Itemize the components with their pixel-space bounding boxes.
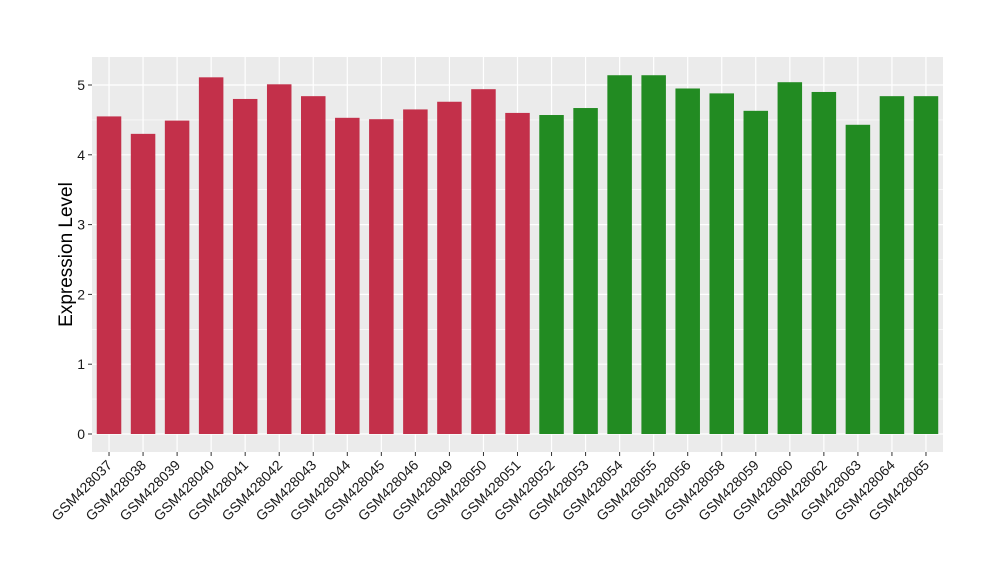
y-tick-label: 0	[77, 426, 85, 442]
bar-GSM428053	[573, 108, 598, 434]
bar-GSM428058	[709, 93, 734, 434]
bar-GSM428056	[675, 88, 700, 435]
y-tick-label: 5	[77, 77, 85, 93]
bar-GSM428042	[266, 84, 292, 434]
y-tick-label: 3	[77, 217, 85, 233]
bar-GSM428049	[437, 101, 462, 434]
bar-GSM428040	[198, 77, 224, 435]
bar-GSM428065	[913, 96, 939, 434]
bar-GSM428060	[777, 82, 803, 434]
bar-GSM428037	[96, 116, 122, 434]
y-tick-label: 4	[77, 147, 85, 163]
bar-GSM428051	[505, 112, 530, 435]
bar-GSM428062	[811, 91, 837, 434]
bars	[96, 75, 939, 435]
bar-GSM428039	[164, 120, 190, 435]
bar-GSM428064	[879, 96, 905, 434]
bar-GSM428063	[845, 124, 871, 434]
bar-GSM428044	[335, 117, 360, 434]
y-tick-label: 2	[77, 286, 85, 302]
bar-GSM428059	[743, 110, 769, 435]
bar-GSM428052	[539, 115, 564, 434]
y-tick-label: 1	[77, 356, 85, 372]
bar-GSM428043	[301, 96, 326, 434]
x-axis: GSM428037GSM428038GSM428039GSM428040GSM4…	[48, 452, 932, 524]
y-axis-title: Expression Level	[56, 182, 77, 327]
bar-GSM428055	[641, 75, 666, 434]
bar-GSM428054	[607, 75, 632, 434]
bar-GSM428046	[403, 109, 428, 435]
bar-GSM428045	[369, 119, 394, 435]
bar-GSM428038	[130, 133, 156, 435]
y-axis: 0 1 2 3 4 5	[77, 77, 92, 442]
bar-GSM428050	[471, 89, 496, 435]
bar-GSM428041	[232, 98, 258, 435]
